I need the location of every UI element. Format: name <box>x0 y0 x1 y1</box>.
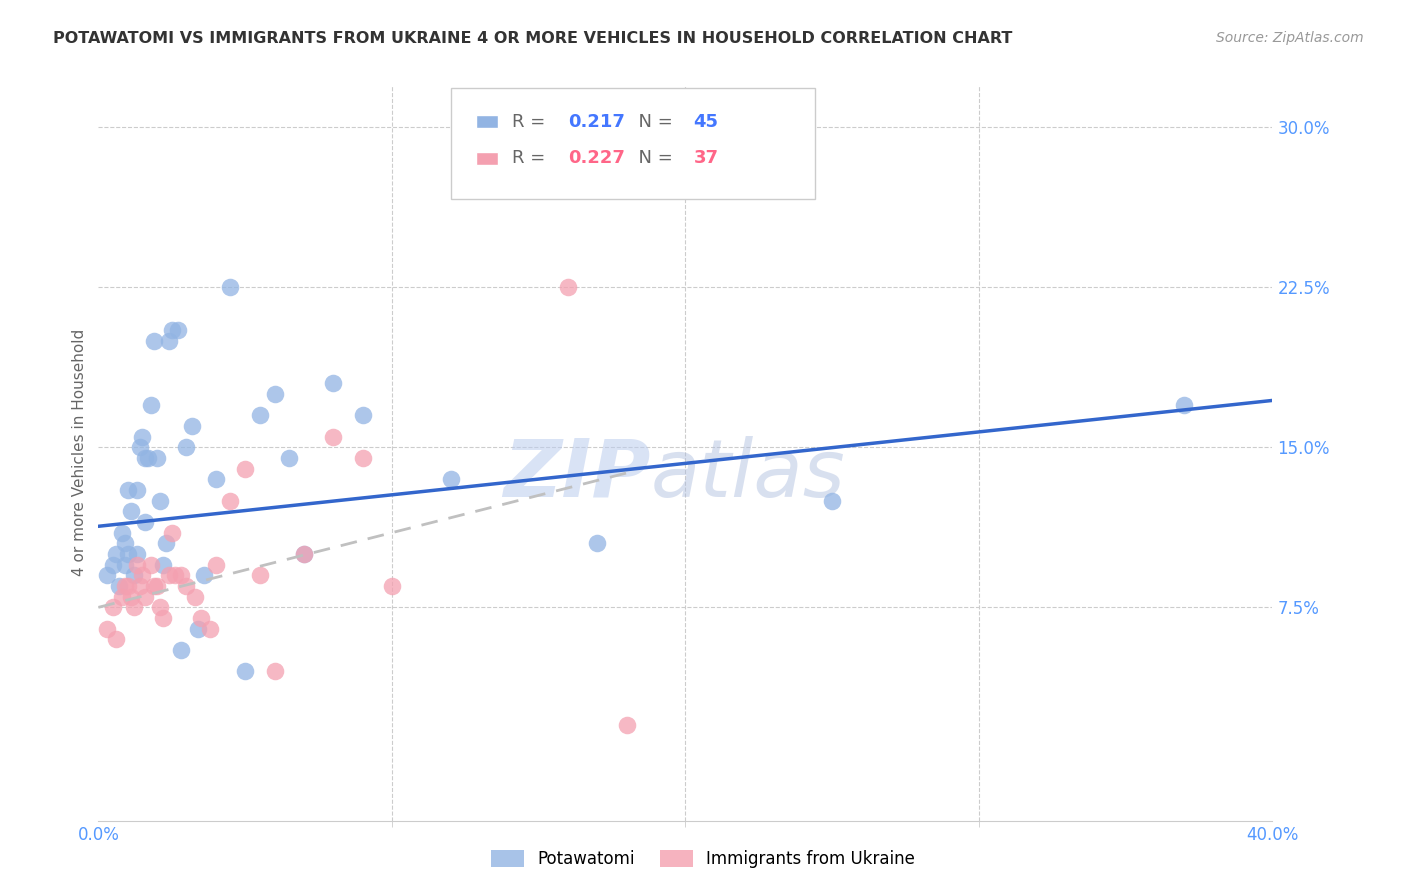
Text: POTAWATOMI VS IMMIGRANTS FROM UKRAINE 4 OR MORE VEHICLES IN HOUSEHOLD CORRELATIO: POTAWATOMI VS IMMIGRANTS FROM UKRAINE 4 … <box>53 31 1012 46</box>
Text: R =: R = <box>512 149 551 168</box>
Point <box>131 568 153 582</box>
Point <box>176 441 198 455</box>
Point <box>557 280 579 294</box>
Point <box>193 568 215 582</box>
Text: R =: R = <box>512 112 551 130</box>
Point <box>117 483 139 497</box>
Point <box>527 131 550 145</box>
Point <box>352 409 374 423</box>
Point <box>381 579 404 593</box>
Text: ZIP: ZIP <box>503 436 650 514</box>
Point <box>163 568 186 582</box>
Point <box>120 590 142 604</box>
Point <box>586 536 609 550</box>
Text: 0.227: 0.227 <box>568 149 624 168</box>
Point <box>141 558 163 572</box>
Point <box>187 622 209 636</box>
Text: 0.217: 0.217 <box>568 112 624 130</box>
Point <box>292 547 315 561</box>
Point <box>125 558 148 572</box>
Point <box>128 579 150 593</box>
Point <box>146 450 169 465</box>
Point <box>157 568 180 582</box>
Y-axis label: 4 or more Vehicles in Household: 4 or more Vehicles in Household <box>72 329 87 576</box>
Point <box>176 579 198 593</box>
Point <box>114 579 136 593</box>
Point <box>249 568 271 582</box>
Point <box>166 323 188 337</box>
Point <box>111 525 134 540</box>
Point <box>143 579 166 593</box>
Point <box>149 493 172 508</box>
FancyBboxPatch shape <box>450 88 814 199</box>
Point <box>184 590 207 604</box>
Text: 37: 37 <box>693 149 718 168</box>
Point <box>263 387 285 401</box>
Point <box>141 398 163 412</box>
Point <box>105 547 128 561</box>
Point <box>134 515 156 529</box>
Point <box>160 323 183 337</box>
Point <box>131 430 153 444</box>
Point <box>122 600 145 615</box>
Text: Source: ZipAtlas.com: Source: ZipAtlas.com <box>1216 31 1364 45</box>
Text: N =: N = <box>627 112 678 130</box>
Point <box>169 643 191 657</box>
Point <box>143 334 166 348</box>
Point <box>322 376 344 391</box>
Point <box>125 483 148 497</box>
Point <box>128 441 150 455</box>
Legend: Potawatomi, Immigrants from Ukraine: Potawatomi, Immigrants from Ukraine <box>484 843 922 875</box>
Point <box>134 450 156 465</box>
Point <box>821 493 844 508</box>
Point <box>125 547 148 561</box>
Point <box>263 665 285 679</box>
Point <box>205 558 228 572</box>
Point <box>96 622 118 636</box>
Point <box>105 632 128 647</box>
Point <box>152 611 174 625</box>
Point <box>233 461 256 475</box>
Point <box>169 568 191 582</box>
Point <box>1173 398 1195 412</box>
FancyBboxPatch shape <box>477 152 498 165</box>
Point <box>136 450 159 465</box>
Point <box>101 600 124 615</box>
Point <box>160 525 183 540</box>
Point <box>278 450 301 465</box>
Text: atlas: atlas <box>650 436 845 514</box>
Point <box>117 547 139 561</box>
Point <box>155 536 177 550</box>
Point <box>352 450 374 465</box>
Point <box>249 409 271 423</box>
Point <box>181 419 204 434</box>
Point <box>219 280 242 294</box>
Point <box>117 579 139 593</box>
Point <box>120 504 142 518</box>
Point <box>108 579 131 593</box>
Point <box>205 472 228 486</box>
Point <box>292 547 315 561</box>
Text: 45: 45 <box>693 112 718 130</box>
Text: N =: N = <box>627 149 678 168</box>
Point <box>111 590 134 604</box>
Point <box>233 665 256 679</box>
Point <box>322 430 344 444</box>
Point <box>96 568 118 582</box>
Point <box>439 472 461 486</box>
Point <box>198 622 221 636</box>
Point <box>152 558 174 572</box>
FancyBboxPatch shape <box>477 115 498 128</box>
Point <box>122 568 145 582</box>
Point <box>114 536 136 550</box>
Point <box>157 334 180 348</box>
Point <box>134 590 156 604</box>
Point <box>146 579 169 593</box>
Point <box>101 558 124 572</box>
Point <box>219 493 242 508</box>
Point <box>190 611 212 625</box>
Point <box>616 717 638 731</box>
Point <box>114 558 136 572</box>
Point <box>149 600 172 615</box>
